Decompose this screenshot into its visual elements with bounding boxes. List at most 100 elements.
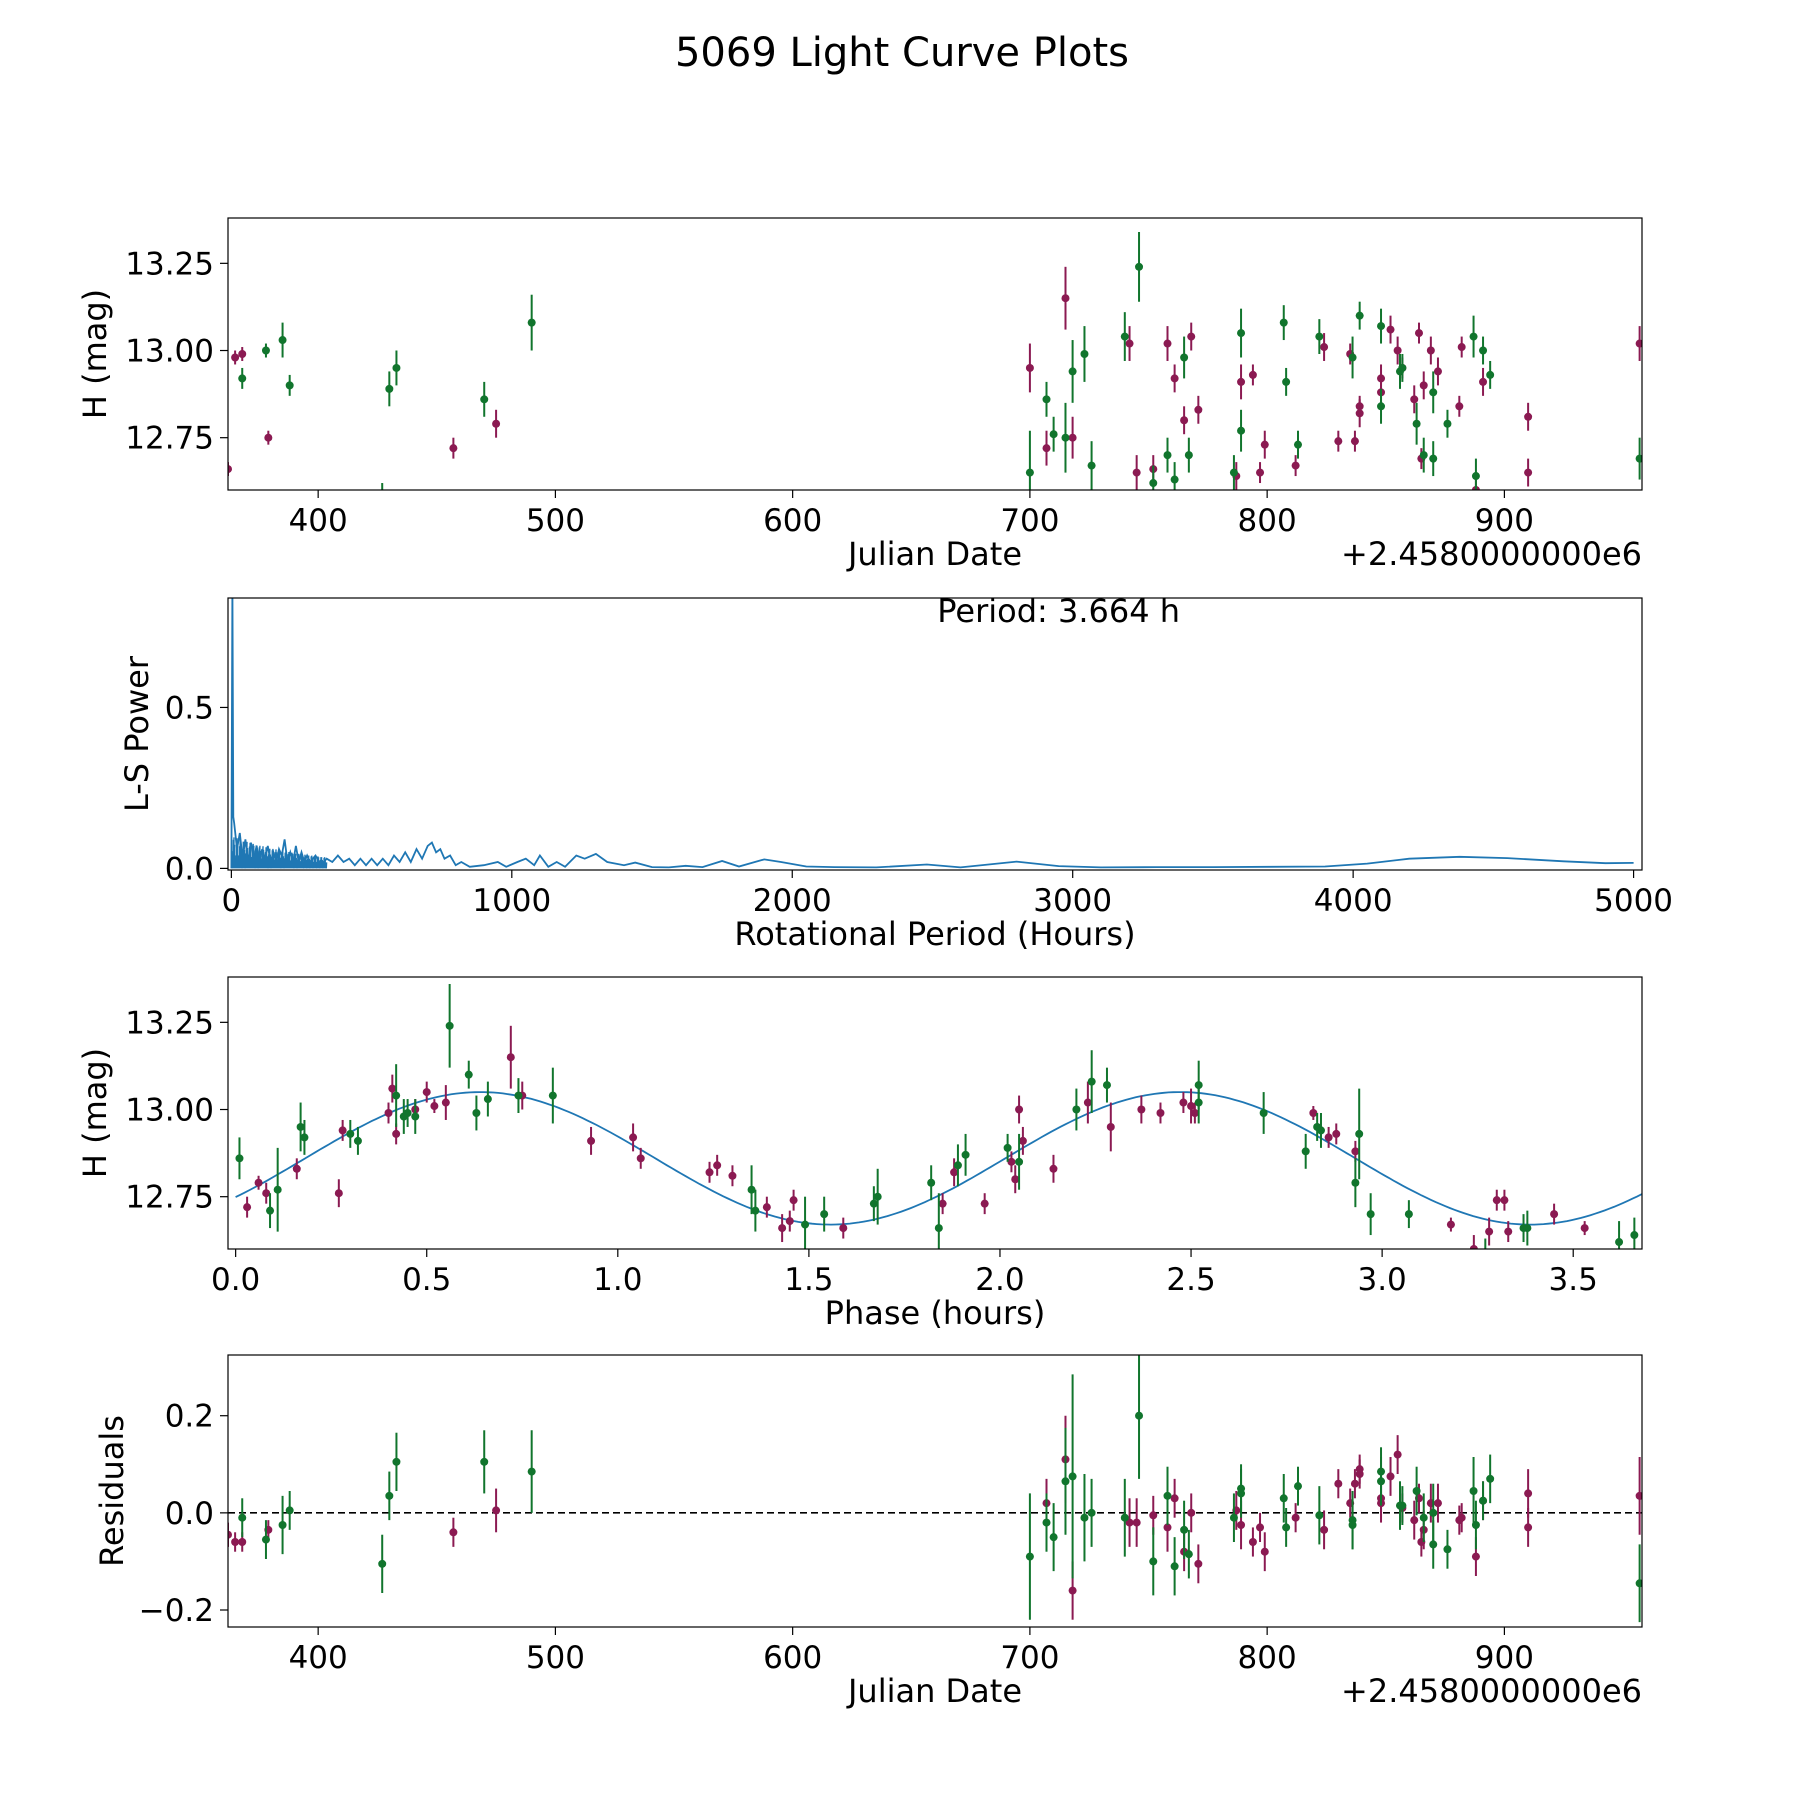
data-point [514,1078,523,1113]
x-tick-label: 1.5 [784,1262,833,1298]
data-point [1042,381,1051,417]
data-marker [1443,419,1452,428]
data-marker [1377,322,1386,331]
phase-series-green [235,983,1639,1260]
x-tick-label: 800 [1238,503,1297,539]
data-marker [422,1088,431,1097]
data-marker [1003,1143,1012,1152]
data-marker [1504,1227,1513,1236]
data-marker [1486,370,1495,379]
data-marker [1087,1077,1096,1086]
data-point [254,1175,263,1190]
data-point [1446,1217,1455,1232]
lightcurve-panel: 400 500 600 700 800 900 12.75 13.00 13.25 Julian … [76,217,1643,573]
data-marker [1324,1133,1333,1142]
data-point [1492,1189,1501,1211]
data-marker [385,384,394,393]
data-point [1524,458,1533,487]
data-marker [235,1154,244,1163]
data-point [527,294,536,351]
data-point [385,1471,394,1521]
data-marker [950,1168,959,1177]
data-marker [1083,1098,1092,1107]
data-point [1068,340,1077,403]
data-marker [1163,451,1172,460]
data-marker [636,1154,645,1163]
data-marker [1426,346,1435,355]
data-point [1293,430,1302,459]
data-marker [238,350,247,358]
data-point [751,1189,760,1232]
data-marker [1635,1491,1642,1500]
data-point [1025,1493,1034,1620]
data-point [1237,409,1246,452]
data-marker [1377,1477,1386,1486]
data-point [1410,1500,1419,1540]
data-marker [238,1513,247,1522]
data-marker [1398,363,1407,372]
data-marker [262,1189,271,1198]
data-point [820,1196,829,1232]
data-marker [1469,1487,1478,1495]
data-marker [384,1109,393,1117]
data-point [1260,1532,1269,1572]
data-marker [1163,339,1172,348]
x-tick-label: 400 [289,503,348,539]
data-point [285,374,294,396]
data-marker [430,1102,439,1111]
data-marker [728,1171,737,1180]
data-point [1355,1088,1364,1180]
data-marker [338,1126,347,1135]
data-point [1042,430,1051,466]
data-marker [1170,374,1179,383]
data-point [1386,1457,1395,1496]
data-point [1282,367,1291,396]
data-point [1025,343,1034,393]
data-marker [1011,1175,1020,1184]
data-point [1170,364,1179,393]
data-point [1072,1088,1081,1131]
data-marker [1068,1472,1077,1481]
data-point [713,1154,722,1176]
data-point [262,1182,271,1204]
data-point [1429,441,1438,477]
data-marker [1248,370,1257,379]
data-point [1355,301,1364,330]
data-marker [1237,426,1246,435]
data-point [449,1517,458,1547]
y-tick-label: 13.00 [125,334,214,370]
data-marker [953,1161,962,1170]
data-point [238,1498,247,1538]
data-marker [980,1199,989,1208]
data-marker [1256,1523,1265,1532]
data-point [527,1430,536,1513]
data-point [1248,1527,1257,1557]
data-marker [472,1109,481,1117]
data-point [1061,266,1070,330]
data-point [1348,1500,1357,1550]
data-marker [1481,1252,1489,1260]
data-marker [1260,1547,1269,1556]
data-marker [1351,1178,1360,1187]
data-point [950,1158,959,1187]
data-point [1524,1508,1533,1547]
data-marker [934,1224,943,1233]
data-point [392,1432,401,1491]
data-marker [1524,468,1533,477]
data-marker [1455,402,1464,411]
data-marker [285,381,294,390]
data-marker [1386,325,1395,334]
data-point [1156,1102,1165,1124]
data-marker [1068,433,1077,442]
data-marker [266,1206,275,1215]
data-marker [449,444,458,453]
data-marker [480,395,489,404]
data-marker [1334,437,1343,446]
y-tick-label: 0.5 [165,690,214,726]
data-marker [1187,1102,1196,1111]
data-marker [1087,1508,1096,1517]
data-point [1080,1474,1089,1562]
data-point [1457,336,1466,358]
data-point [300,1119,309,1155]
